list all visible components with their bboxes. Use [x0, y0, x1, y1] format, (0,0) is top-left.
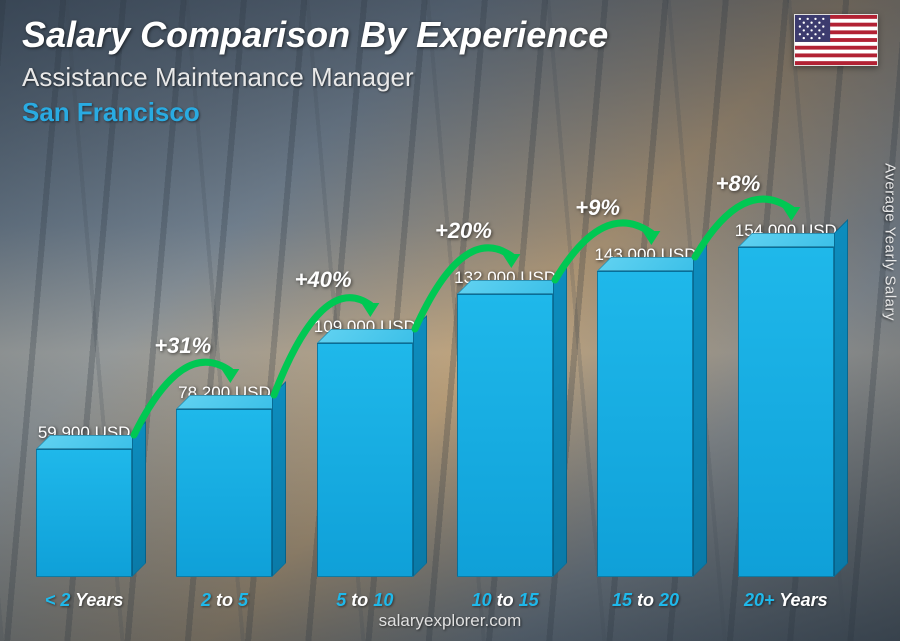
bar-column: 154,000 USD20+ Years: [720, 221, 852, 577]
category-label: 10 to 15: [472, 590, 539, 611]
pct-label: +20%: [435, 218, 492, 244]
page-title: Salary Comparison By Experience: [22, 14, 878, 56]
bar-side-face: [693, 243, 707, 577]
bar-top-face: [176, 395, 286, 409]
pct-label: +8%: [716, 171, 761, 197]
bar-side-face: [272, 381, 286, 577]
bar: [738, 247, 834, 577]
bar-column: 78,200 USD2 to 5: [158, 383, 290, 577]
job-title: Assistance Maintenance Manager: [22, 62, 878, 93]
y-axis-label: Average Yearly Salary: [882, 163, 899, 321]
category-label: 15 to 20: [612, 590, 679, 611]
pct-label: +9%: [575, 195, 620, 221]
bar-top-face: [457, 280, 567, 294]
bar-side-face: [553, 266, 567, 577]
pct-label: +31%: [154, 333, 211, 359]
bar-chart: 59,900 USD< 2 Years78,200 USD2 to 5109,0…: [18, 148, 852, 577]
flag-icon: [794, 14, 878, 66]
bar-front-face: [176, 409, 272, 577]
bar-top-face: [36, 435, 146, 449]
bar-column: 109,000 USD5 to 10: [299, 317, 431, 577]
bar-top-face: [597, 257, 707, 271]
bar: [317, 343, 413, 577]
header: Salary Comparison By Experience Assistan…: [22, 14, 878, 128]
category-label: < 2 Years: [45, 590, 124, 611]
bar: [36, 449, 132, 577]
category-label: 2 to 5: [201, 590, 248, 611]
bar-side-face: [834, 219, 848, 577]
bar-column: 132,000 USD10 to 15: [439, 268, 571, 577]
bar-side-face: [132, 421, 146, 577]
location: San Francisco: [22, 97, 878, 128]
bar: [457, 294, 553, 577]
bar-side-face: [413, 315, 427, 577]
bar-top-face: [738, 233, 848, 247]
bar-column: 59,900 USD< 2 Years: [18, 423, 150, 577]
bar: [597, 271, 693, 577]
category-label: 5 to 10: [336, 590, 393, 611]
bar: [176, 409, 272, 577]
category-label: 20+ Years: [744, 590, 828, 611]
pct-label: +40%: [295, 267, 352, 293]
bar-front-face: [36, 449, 132, 577]
bar-front-face: [457, 294, 553, 577]
footer-attribution: salaryexplorer.com: [0, 611, 900, 631]
bar-front-face: [597, 271, 693, 577]
bar-top-face: [317, 329, 427, 343]
bar-front-face: [317, 343, 413, 577]
bar-front-face: [738, 247, 834, 577]
bar-column: 143,000 USD15 to 20: [579, 245, 711, 577]
